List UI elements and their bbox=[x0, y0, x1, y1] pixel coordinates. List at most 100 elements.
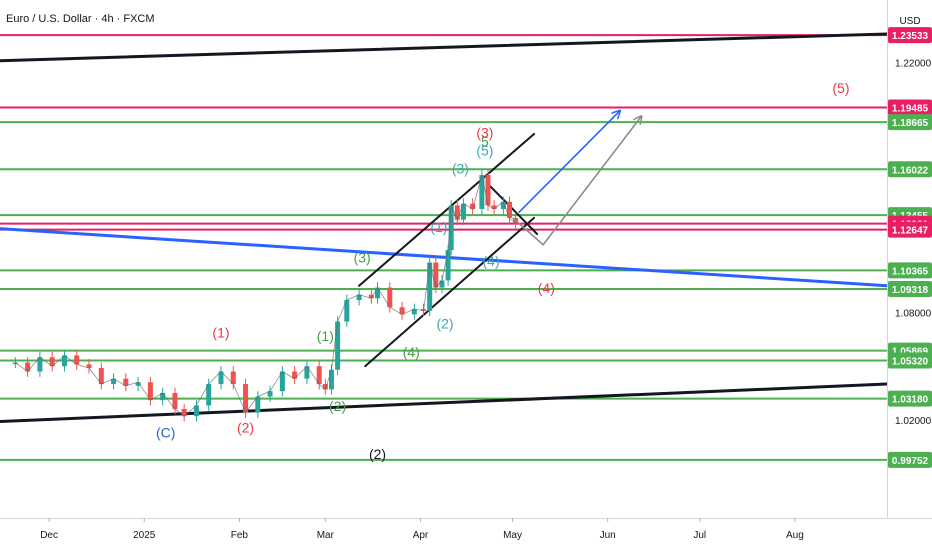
candle-body bbox=[433, 262, 439, 288]
candle-body bbox=[375, 287, 381, 299]
candle-body bbox=[243, 384, 249, 413]
price-candle bbox=[454, 200, 460, 226]
trendline-upper-black bbox=[0, 32, 889, 63]
candle-body bbox=[479, 175, 485, 209]
x-tick-label: Jun bbox=[600, 530, 616, 541]
price-level-tag: 1.23533 bbox=[888, 27, 932, 44]
wave-label: (3) bbox=[452, 160, 469, 176]
candle-body bbox=[230, 371, 236, 385]
price-candle bbox=[479, 169, 485, 215]
price-level-tag-bg bbox=[888, 262, 932, 279]
wave-label: 5 bbox=[481, 133, 489, 149]
price-level-tag-bg bbox=[888, 27, 932, 44]
candle-body bbox=[470, 203, 476, 209]
trendline-lower-black bbox=[0, 382, 889, 424]
price-level-tag-bg bbox=[888, 114, 932, 131]
price-candle bbox=[147, 376, 153, 406]
candle-body bbox=[344, 300, 350, 322]
wave-label: (2) bbox=[237, 419, 254, 435]
candle-body bbox=[292, 371, 298, 379]
candle-body bbox=[328, 369, 334, 390]
wave-label: (2) bbox=[329, 398, 346, 414]
candle-body bbox=[74, 355, 80, 365]
currency-label: USD bbox=[899, 16, 920, 27]
wave-label: (3) bbox=[354, 250, 371, 266]
price-candle bbox=[375, 282, 381, 304]
y-tick-label: 1.08000 bbox=[895, 309, 932, 320]
x-tick-label: 2025 bbox=[133, 530, 156, 541]
candle-body bbox=[61, 355, 67, 367]
candle-body bbox=[368, 294, 374, 299]
price-candle bbox=[61, 350, 67, 372]
price-level-tag-label: 1.05320 bbox=[892, 356, 929, 367]
candle-body bbox=[485, 175, 491, 206]
candle-body bbox=[255, 396, 261, 413]
candle-body bbox=[267, 391, 273, 397]
candle-body bbox=[193, 405, 199, 417]
price-level-tag: 1.03180 bbox=[888, 390, 932, 407]
x-tick-label: Jul bbox=[693, 530, 706, 541]
price-candle bbox=[500, 196, 506, 215]
price-level-tag-label: 1.16022 bbox=[892, 165, 929, 176]
candle-body bbox=[172, 392, 178, 410]
price-path-line bbox=[15, 174, 516, 417]
price-level-tag: 1.18665 bbox=[888, 114, 932, 131]
candle-body bbox=[411, 309, 417, 315]
candle-body bbox=[500, 201, 506, 209]
price-candle bbox=[86, 359, 92, 374]
candle-body bbox=[491, 205, 497, 209]
candle-body bbox=[439, 280, 445, 288]
price-candle bbox=[460, 198, 466, 226]
price-candle bbox=[491, 200, 497, 215]
wave-label: (4) bbox=[538, 280, 555, 296]
candle-body bbox=[506, 201, 512, 218]
price-level-tag-label: 1.18665 bbox=[892, 118, 929, 129]
blue-projection bbox=[518, 111, 620, 214]
y-tick-label: 1.02000 bbox=[895, 416, 932, 427]
price-candle bbox=[230, 366, 236, 390]
price-level-tag-bg bbox=[888, 451, 932, 468]
candle-body bbox=[37, 357, 43, 372]
x-tick-label: Aug bbox=[786, 530, 804, 541]
symbol-title: Euro / U.S. Dollar · 4h · FXCM bbox=[6, 13, 155, 25]
price-level-tag: 1.10365 bbox=[888, 262, 932, 279]
price-candle bbox=[322, 378, 328, 395]
price-candle bbox=[255, 391, 261, 418]
price-candle bbox=[25, 357, 31, 377]
x-tick-label: Feb bbox=[231, 530, 249, 541]
candle-body bbox=[356, 294, 362, 301]
price-level-tag-label: 1.03180 bbox=[892, 395, 929, 406]
candle-body bbox=[445, 250, 451, 281]
price-candle bbox=[160, 387, 166, 406]
price-level-tag-bg bbox=[888, 390, 932, 407]
candle-body bbox=[49, 357, 55, 367]
wave-label: (2) bbox=[436, 316, 453, 332]
time-scale-bg bbox=[0, 518, 932, 550]
candle-body bbox=[399, 307, 405, 315]
wave-label: (1) bbox=[317, 328, 334, 344]
price-candle bbox=[470, 198, 476, 215]
price-candle bbox=[439, 275, 445, 293]
price-candle bbox=[368, 289, 374, 304]
candle-body bbox=[454, 205, 460, 220]
price-candle bbox=[172, 387, 178, 415]
trendline-channel-lower bbox=[364, 216, 536, 368]
price-level-tag-label: 1.23533 bbox=[892, 31, 929, 42]
x-tick-label: May bbox=[503, 530, 522, 541]
wave-label: (5) bbox=[476, 142, 493, 158]
price-level-tag-bg bbox=[888, 281, 932, 298]
price-candle bbox=[243, 378, 249, 418]
price-candle bbox=[74, 350, 80, 370]
wave-labels-layer: (5)(3)5(5)(3)(1)(3) (4)(4)(2)(1)(1)(4)(2)… bbox=[156, 80, 850, 462]
y-tick-label: 1.22000 bbox=[895, 59, 932, 70]
price-candle bbox=[292, 366, 298, 385]
price-candle bbox=[427, 257, 433, 317]
price-level-tag: 1.09318 bbox=[888, 281, 932, 298]
price-candle bbox=[316, 360, 322, 390]
x-tick-label: Apr bbox=[413, 530, 429, 541]
price-level-tag-label: 1.19485 bbox=[892, 103, 929, 114]
candle-body bbox=[279, 371, 285, 392]
